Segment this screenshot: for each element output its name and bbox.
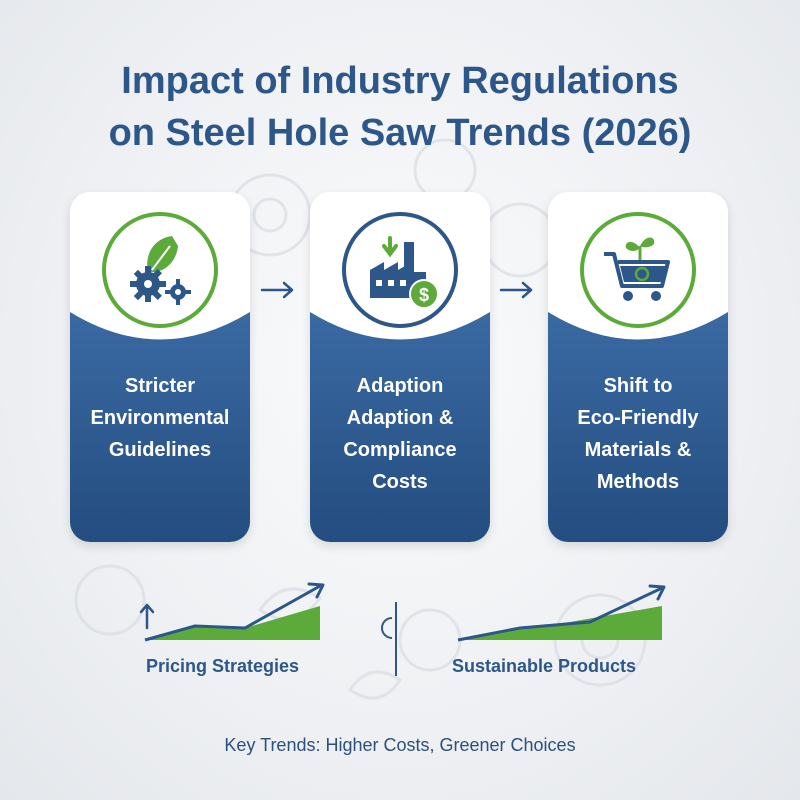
card-1-line-3: Guidelines: [108, 439, 212, 461]
card-2-line-4: Costs: [372, 471, 428, 493]
title-line-1: Impact of Industry Regulations: [121, 60, 679, 102]
trend-arrowhead: [307, 582, 325, 599]
card-stricter-guidelines: Stricter Environmental Guidelines: [70, 192, 250, 542]
card-3-line-4: Methods: [596, 471, 680, 493]
card-2-label: Adaption Adaption & Compliance Costs: [310, 370, 490, 498]
trend-area: [145, 606, 320, 640]
card-eco-friendly: Shift to Eco-Friendly Materials & Method…: [548, 192, 728, 542]
title-line-2: on Steel Hole Saw Trends (2026): [108, 112, 692, 154]
page-title: Impact of Industry Regulations on Steel …: [0, 55, 800, 159]
trend-line: [144, 584, 321, 642]
arrow-right-icon: [260, 281, 294, 299]
card-compliance-costs: $ Adaption Adaption & Compliance Costs: [310, 192, 490, 542]
card-3-line-3: Materials &: [584, 439, 692, 461]
eco-cart-icon: [604, 237, 670, 301]
trend-arrowhead: [648, 584, 666, 601]
divider: [381, 602, 397, 676]
leaf-gears-icon: [130, 236, 191, 305]
leaf-gears-icon-circle: [102, 212, 218, 328]
arrow-right-icon: [499, 281, 533, 299]
eco-cart-icon-circle: [580, 212, 696, 328]
card-2-line-2: Adaption &: [346, 407, 454, 429]
svg-text:$: $: [419, 285, 429, 305]
card-3-line-1: Shift to: [603, 375, 673, 397]
card-background: [548, 192, 728, 542]
card-1-label: Stricter Environmental Guidelines: [70, 370, 250, 466]
trend-up-chart-icon: [139, 582, 325, 642]
card-2-line-3: Compliance: [343, 439, 457, 461]
up-arrow-icon: [139, 603, 155, 630]
card-1-line-1: Stricter: [124, 375, 196, 397]
card-background: [310, 192, 490, 542]
card-3-label: Shift to Eco-Friendly Materials & Method…: [548, 370, 728, 498]
factory-dollar-icon-circle: $: [342, 212, 458, 328]
card-3-line-2: Eco-Friendly: [577, 407, 699, 429]
footer-key-trends: Key Trends: Higher Costs, Greener Choice…: [224, 735, 576, 755]
trend-label-sustainable: Sustainable Products: [452, 656, 637, 676]
card-1-line-2: Environmental: [90, 407, 230, 429]
trend-line: [457, 586, 663, 642]
trend-up-chart-icon: [457, 584, 666, 642]
card-2-line-1: Adaption: [356, 375, 444, 397]
factory-dollar-icon: $: [370, 236, 439, 309]
trend-label-pricing: Pricing Strategies: [146, 656, 300, 676]
